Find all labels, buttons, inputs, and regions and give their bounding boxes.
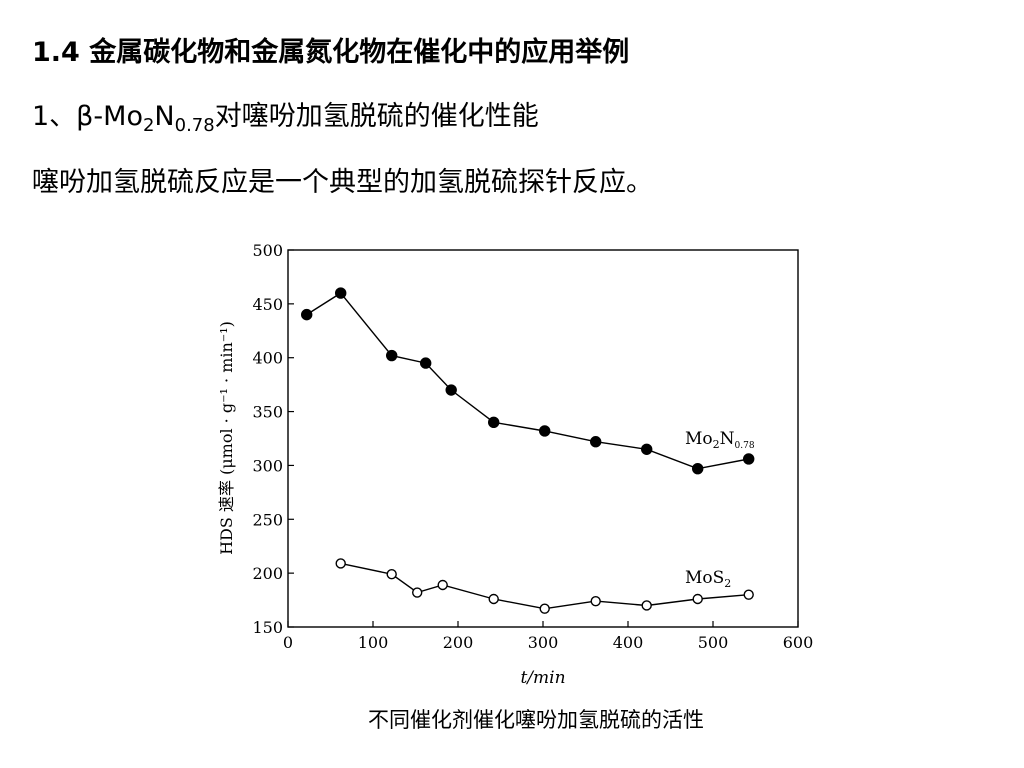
series-line-0 (306, 292, 749, 470)
y-axis-label: HDS 速率 (μmol · g⁻¹ · min⁻¹) (217, 321, 236, 555)
y-tick-label: 350 (252, 403, 283, 422)
data-point-series-0 (539, 425, 551, 437)
series-label-mos2-base: MoS (685, 568, 724, 588)
y-tick-label: 150 (252, 618, 283, 637)
data-point-series-1 (488, 593, 499, 605)
data-point-series-1 (386, 569, 397, 580)
data-point-series-0 (300, 308, 313, 321)
x-tick-label: 300 (528, 633, 559, 652)
y-tick-label: 450 (252, 295, 283, 314)
data-point-series-1 (692, 593, 703, 605)
series-label-mos2: MoS2 (685, 568, 731, 590)
data-point-series-1 (411, 587, 423, 598)
heading-number: 1.4 (32, 37, 80, 68)
data-point-series-0 (419, 357, 432, 369)
hds-rate-chart: 0 100 200 300 400 500 600 150 200 250 300 350 400 450… (217, 241, 813, 688)
x-tick-label: 0 (283, 633, 293, 652)
subheading-sub1: 2 (142, 115, 155, 136)
y-tick-label: 200 (252, 564, 283, 583)
y-tick-label: 300 (252, 456, 283, 475)
data-point-series-0 (590, 436, 602, 448)
data-point-series-0 (641, 443, 653, 455)
x-axis-label: t/min (520, 668, 565, 688)
series-line-1 (340, 562, 749, 610)
heading-text: 金属碳化物和金属氮化物在催化中的应用举例 (89, 37, 630, 68)
intro-text: 噻吩加氢脱硫反应是一个典型的加氢脱硫探针反应。 (32, 167, 653, 198)
data-point-series-1 (743, 589, 754, 600)
subheading: 1、β-Mo2N0.78对噻吩加氢脱硫的催化性能 (32, 94, 539, 136)
subheading-suffix: 对噻吩加氢脱硫的催化性能 (214, 101, 539, 132)
data-point-series-0 (488, 416, 500, 429)
data-point-series-1 (437, 579, 448, 591)
x-tick-label: 500 (698, 633, 729, 652)
subheading-mid: N (154, 101, 175, 132)
data-point-series-1 (590, 595, 601, 607)
chart-caption: 不同催化剂催化噻吩加氢脱硫的活性 (368, 708, 704, 732)
data-point-series-0 (445, 384, 457, 396)
y-tick-label: 250 (252, 510, 283, 529)
y-tick-label: 400 (252, 349, 283, 368)
x-tick-label: 600 (783, 633, 814, 652)
slide-heading: 1.4 金属碳化物和金属氮化物在催化中的应用举例 (32, 30, 629, 69)
x-tick-label: 400 (613, 633, 644, 652)
data-point-series-1 (335, 558, 346, 569)
data-point-series-1 (539, 603, 550, 614)
axes-layer: 0 100 200 300 400 500 600 150 200 250 300 350 400 450… (252, 241, 813, 652)
series-label-mos2-sub1: 2 (724, 577, 731, 590)
data-point-series-0 (692, 462, 704, 475)
series-label-mo2n: Mo2N0.78 (685, 429, 755, 451)
series-layer (300, 287, 755, 614)
series-label-mo2n-sub2: 0.78 (735, 441, 755, 451)
y-tick-label: 500 (252, 241, 283, 260)
data-point-series-1 (641, 600, 652, 611)
subheading-prefix: 1、β-Mo (32, 101, 143, 132)
data-point-series-0 (743, 453, 755, 465)
series-label-mo2n-sub1: 2 (713, 438, 720, 451)
x-tick-label: 100 (358, 633, 389, 652)
subheading-sub2: 0.78 (174, 115, 215, 136)
x-tick-label: 200 (443, 633, 474, 652)
data-point-series-0 (385, 349, 398, 362)
data-point-series-0 (334, 287, 347, 299)
series-label-mo2n-base: Mo (685, 429, 713, 449)
series-label-mo2n-mid: N (720, 429, 735, 449)
